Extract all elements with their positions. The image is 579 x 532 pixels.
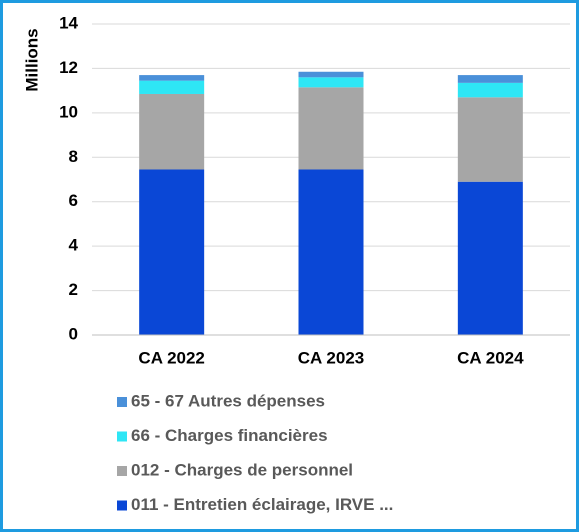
legend-swatch	[117, 397, 127, 407]
bar-segment	[139, 93, 205, 170]
bar-segment	[139, 80, 205, 94]
bar-segment	[298, 77, 364, 88]
bar-segment	[457, 75, 523, 83]
legend-label: 65 - 67 Autres dépenses	[131, 391, 325, 410]
legend-swatch	[117, 500, 127, 511]
bar-segment	[298, 87, 364, 170]
y-tick-label: 8	[69, 147, 78, 166]
x-tick-label: CA 2022	[138, 348, 204, 367]
x-tick-label: CA 2023	[298, 348, 364, 367]
bar-segment	[298, 169, 364, 335]
y-tick-label: 12	[59, 58, 78, 77]
y-tick-label: 14	[59, 13, 78, 32]
y-axis-label: Millions	[22, 28, 41, 91]
bar-segment	[457, 181, 523, 335]
legend-label: 66 - Charges financières	[131, 426, 328, 445]
y-tick-label: 10	[59, 102, 78, 121]
bar-segment	[139, 169, 205, 335]
legend-swatch	[117, 431, 127, 442]
bar-segment	[139, 75, 205, 81]
y-tick-label: 6	[69, 191, 78, 210]
legend-label: 011 - Entretien éclairage, IRVE ...	[131, 495, 393, 514]
bar-segment	[457, 97, 523, 182]
y-tick-label: 0	[69, 324, 78, 343]
bar-segment	[298, 71, 364, 78]
bar-segment	[457, 82, 523, 98]
y-tick-label: 2	[69, 280, 78, 299]
x-tick-label: CA 2024	[457, 348, 524, 367]
legend-label: 012 - Charges de personnel	[131, 460, 353, 479]
y-tick-label: 4	[69, 236, 79, 255]
legend-swatch	[117, 466, 127, 476]
